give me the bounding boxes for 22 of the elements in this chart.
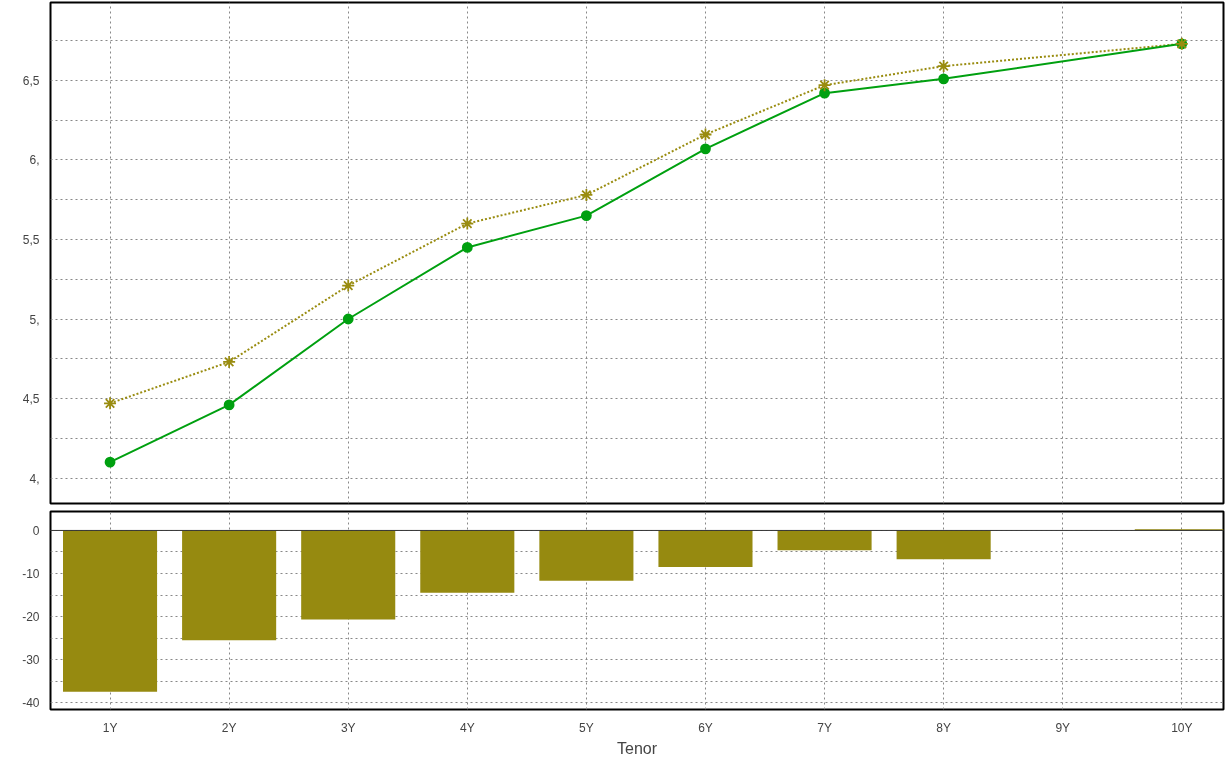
x-tick-label: 5Y	[579, 720, 594, 735]
y-tick-label: 4,5	[22, 392, 40, 407]
y-tick-label: 5,5	[22, 232, 40, 247]
y-tick-label: -20	[22, 610, 40, 625]
x-tick-label: 6Y	[698, 720, 713, 735]
x-tick-label: 10Y	[1171, 720, 1193, 735]
x-tick-label: 9Y	[1055, 720, 1071, 735]
y-tick-label: 6,5	[22, 73, 40, 88]
y-tick-label: 4,	[29, 471, 40, 486]
y-tick-label: -40	[22, 696, 40, 711]
x-axis-title: Tenor	[616, 739, 658, 757]
x-tick-label: 4Y	[459, 720, 475, 735]
x-tick-label: 3Y	[340, 720, 356, 735]
y-tick-label: 6,	[29, 153, 40, 168]
x-tick-label: 1Y	[102, 720, 118, 735]
x-tick-label: 7Y	[817, 720, 832, 735]
x-tick-label: 8Y	[936, 720, 951, 735]
y-tick-label: -10	[22, 566, 40, 581]
y-tick-label: -30	[22, 653, 40, 668]
y-tick-label: 0	[32, 523, 40, 538]
y-tick-label: 5,	[29, 312, 40, 327]
x-tick-label: 2Y	[221, 720, 237, 735]
